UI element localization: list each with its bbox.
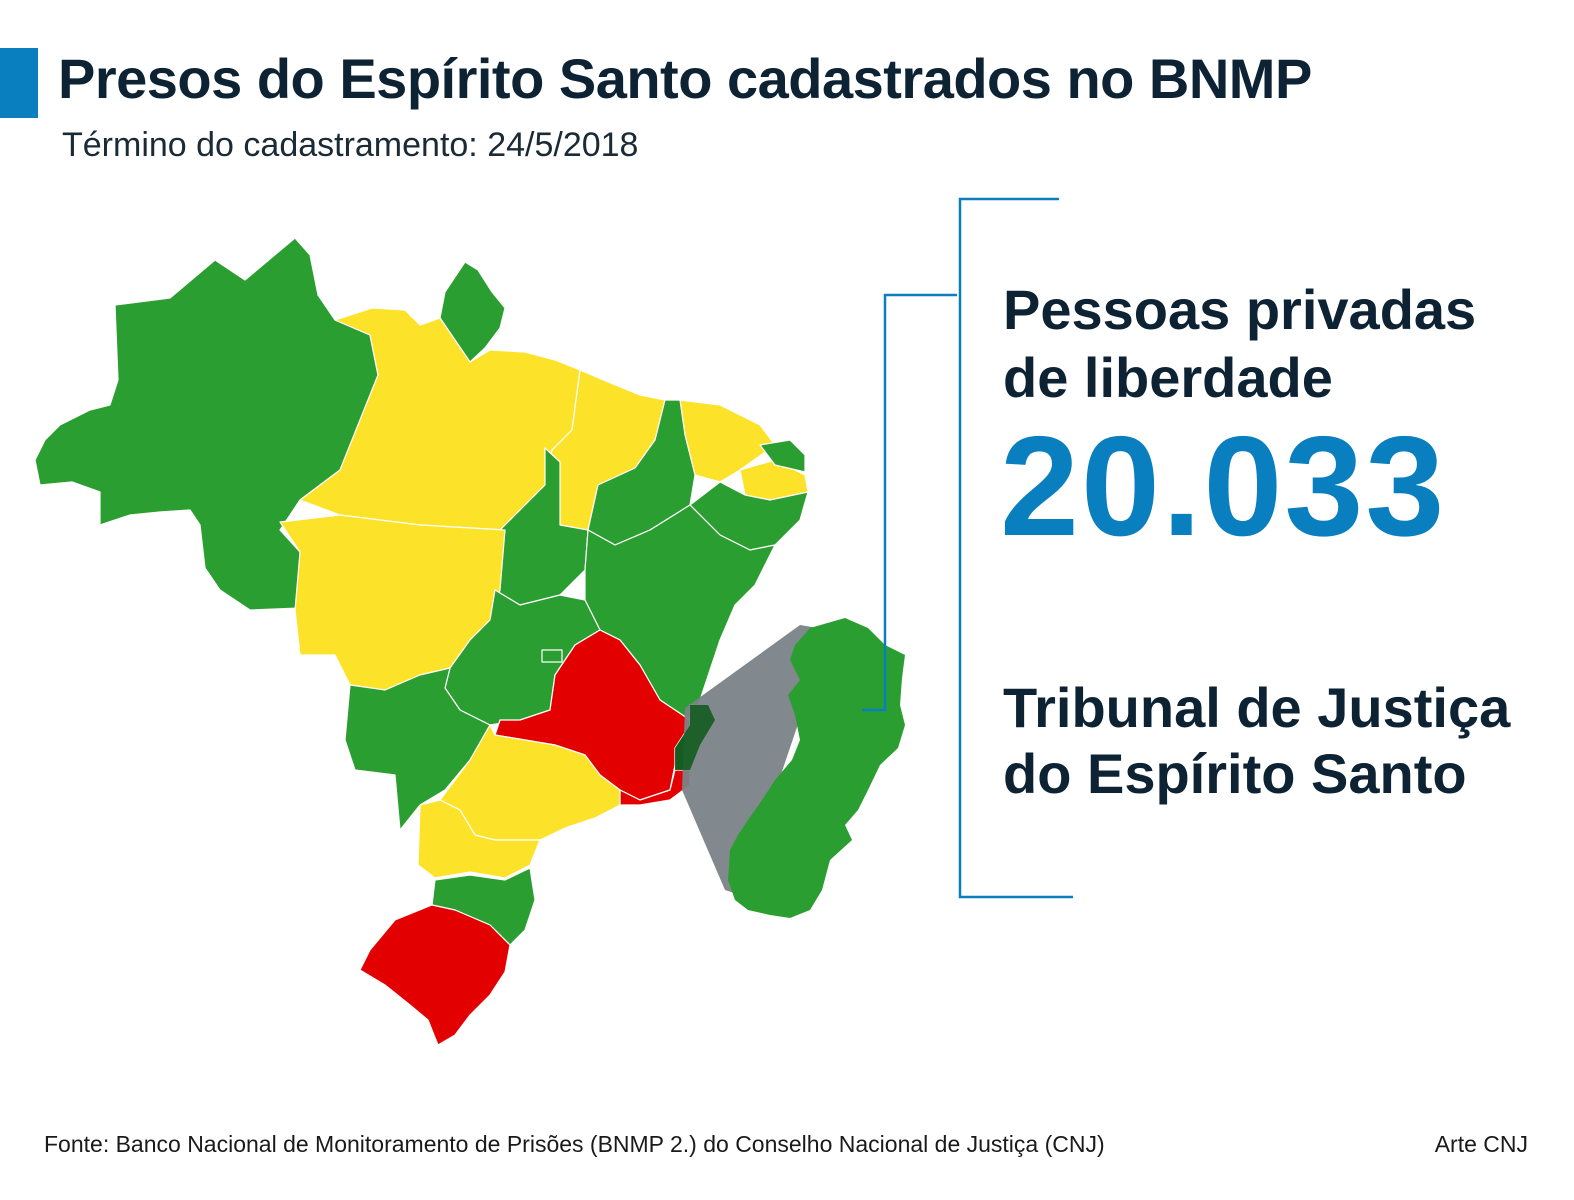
state-parana [417, 799, 541, 879]
title-accent-bar [0, 48, 38, 118]
espirito-santo-inset [728, 618, 905, 918]
state-distrito-federal [541, 649, 563, 663]
espirito-santo-under-wedge [675, 705, 715, 770]
state-rio-grande-do-sul [359, 904, 511, 1046]
state-amazonas-region [34, 237, 379, 611]
page-subtitle: Término do cadastramento: 24/5/2018 [62, 126, 639, 164]
stat-value: 20.033 [1000, 407, 1447, 566]
stat-label-line1: Pessoas privadas [1003, 278, 1477, 341]
state-sao-paulo [439, 724, 621, 841]
state-amapa [439, 261, 506, 363]
page-title: Presos do Espírito Santo cadastrados no … [58, 47, 1312, 110]
stat-label-line2: de liberdade [1003, 346, 1333, 409]
art-credit: Arte CNJ [1434, 1131, 1528, 1157]
bracket-connector [862, 293, 957, 712]
brazil-map [34, 237, 905, 1046]
court-name-line1: Tribunal de Justiça [1003, 676, 1511, 739]
bracket-outer [958, 197, 1073, 899]
court-name-line2: do Espírito Santo [1003, 742, 1467, 805]
source-note: Fonte: Banco Nacional de Monitoramento d… [44, 1131, 1105, 1157]
state-rio-grande-do-norte [759, 439, 806, 473]
